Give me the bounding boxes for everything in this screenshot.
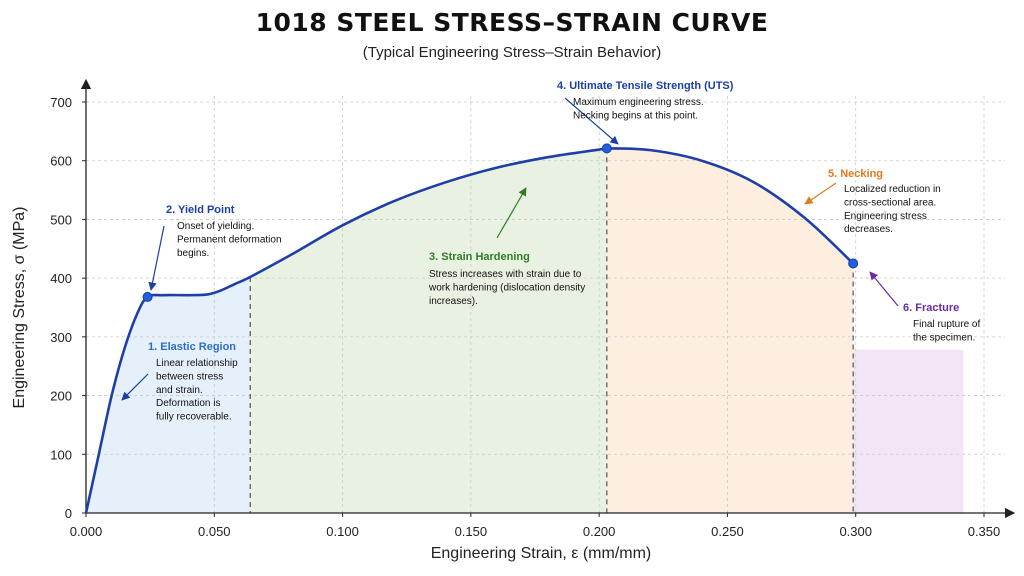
annotation-text-uts: Maximum engineering stress. <box>573 97 704 108</box>
key-point-fracture <box>848 258 859 269</box>
key-point-uts <box>601 143 612 154</box>
region-fracture <box>853 349 964 513</box>
annotation-title-yield: 2. Yield Point <box>166 204 235 216</box>
region-strain-hardening <box>250 148 607 513</box>
y-tick-label: 100 <box>50 447 72 462</box>
x-tick-label: 0.100 <box>326 524 359 539</box>
y-tick-label: 600 <box>50 154 72 169</box>
y-tick-label: 700 <box>50 95 72 110</box>
hardening-arrow <box>496 187 527 239</box>
region-boundaries <box>249 148 854 513</box>
annotation-text-yield: Permanent deformation <box>177 234 282 245</box>
yield-arrow <box>148 225 165 291</box>
annotation-text-fracture: Final rupture of <box>913 319 980 330</box>
annotation-text-elastic: between stress <box>156 371 223 382</box>
key-points <box>142 143 859 302</box>
x-tick-label: 0.050 <box>198 524 231 539</box>
chart-title: 1018 STEEL STRESS–STRAIN CURVE <box>255 8 769 37</box>
x-tick-label: 0.250 <box>711 524 744 539</box>
annotation-text-yield: begins. <box>177 248 209 259</box>
annotation-text-necking: Localized reduction in <box>844 184 941 195</box>
y-tick-label: 0 <box>65 506 72 521</box>
region-shading <box>86 148 964 513</box>
annotation-text-elastic: Linear relationship <box>156 358 238 369</box>
x-tick-label: 0.300 <box>839 524 872 539</box>
x-tick-label: 0.350 <box>968 524 1001 539</box>
y-tick-label: 400 <box>50 271 72 286</box>
annotation-title-fracture: 6. Fracture <box>903 302 959 314</box>
annotation-text-hardening: work hardening (dislocation density <box>428 282 585 293</box>
x-axis-label: Engineering Strain, ε (mm/mm) <box>431 545 652 562</box>
x-tick-label: 0.000 <box>70 524 103 539</box>
annotation-text-elastic: fully recoverable. <box>156 412 232 423</box>
annotation-text-necking: decreases. <box>844 224 893 235</box>
stress-strain-line <box>84 147 855 514</box>
elastic-arrow <box>121 373 149 401</box>
annotation-arrows <box>121 97 899 401</box>
annotation-text-hardening: Stress increases with strain due to <box>429 269 582 280</box>
chart-subtitle: (Typical Engineering Stress–Strain Behav… <box>362 44 662 61</box>
fracture-arrow <box>869 271 899 307</box>
x-tick-label: 0.150 <box>455 524 488 539</box>
annotation-text-yield: Onset of yielding. <box>177 221 254 232</box>
annotation-title-elastic: 1. Elastic Region <box>148 341 236 353</box>
annotation-text-hardening: increases). <box>429 296 478 307</box>
y-axis-label: Engineering Stress, σ (MPa) <box>11 207 28 409</box>
annotation-title-hardening: 3. Strain Hardening <box>429 251 530 263</box>
x-tick-label: 0.200 <box>583 524 616 539</box>
y-tick-label: 500 <box>50 212 72 227</box>
annotation-title-uts: 4. Ultimate Tensile Strength (UTS) <box>557 80 734 92</box>
region-elastic-region <box>86 148 251 513</box>
annotation-text-uts: Necking begins at this point. <box>573 110 698 121</box>
key-point-yield-point <box>142 291 153 302</box>
annotation-text-necking: cross-sectional area. <box>844 197 936 208</box>
annotation-text-necking: Engineering stress <box>844 211 927 222</box>
tick-labels: 0.000 0.050 0.100 0.150 0.200 0.250 0.300 0.350… <box>50 95 1000 539</box>
y-tick-label: 200 <box>50 389 72 404</box>
y-tick-label: 300 <box>50 330 72 345</box>
annotation-text-elastic: and strain. <box>156 385 203 396</box>
uts-arrow <box>564 97 619 145</box>
region-necking <box>606 148 854 513</box>
annotation-title-necking: 5. Necking <box>828 168 883 180</box>
annotation-text-elastic: Deformation is <box>156 398 220 409</box>
necking-arrow <box>804 182 837 205</box>
annotations: 1. Elastic Region Linear relationship betw… <box>148 80 980 423</box>
annotation-text-fracture: the specimen. <box>913 332 975 343</box>
